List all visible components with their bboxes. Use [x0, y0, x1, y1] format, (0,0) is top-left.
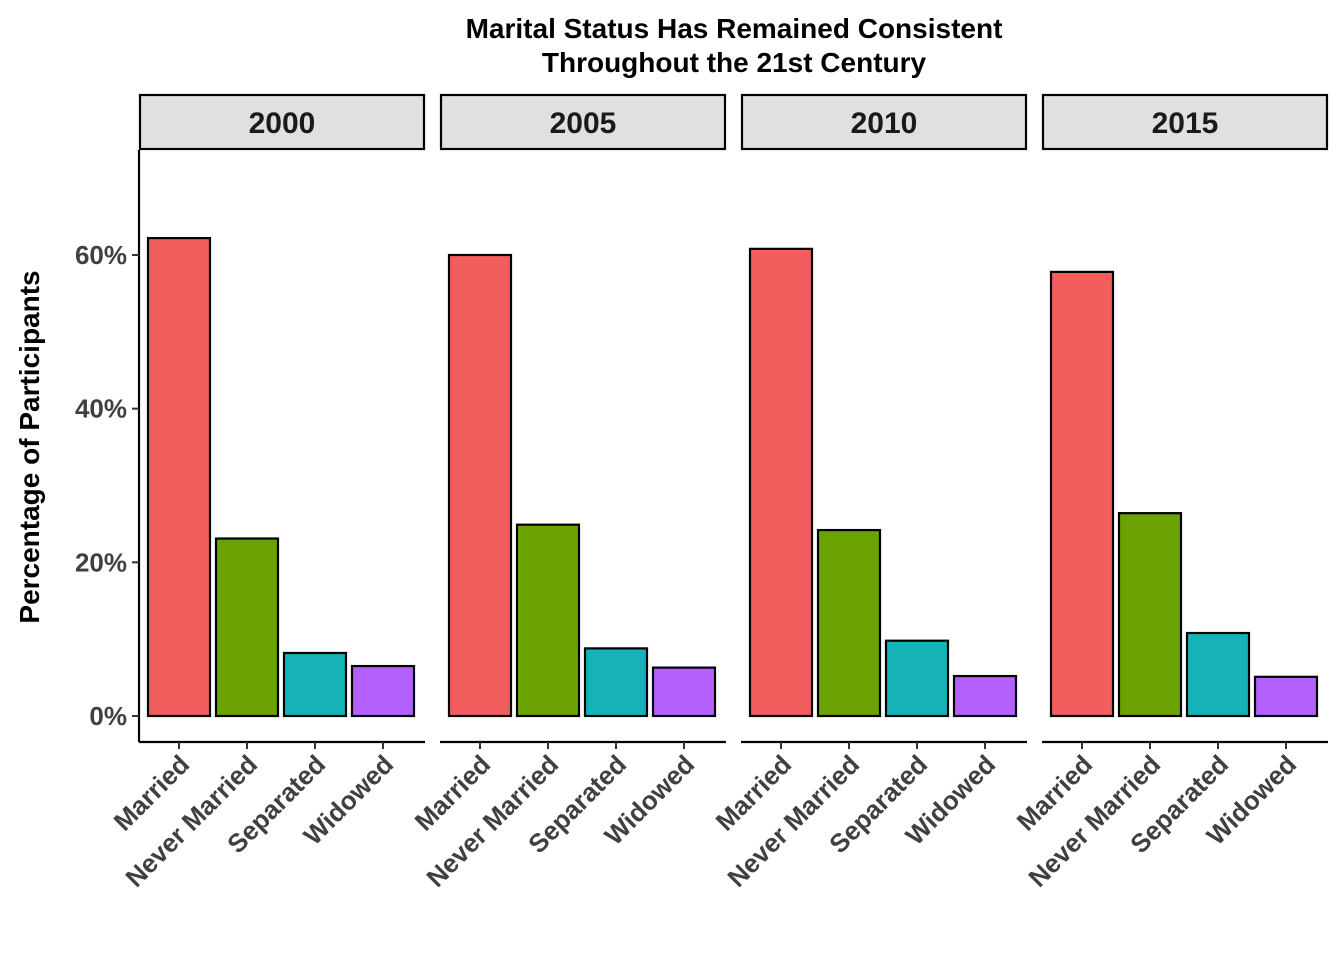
y-tick-label: 0% [89, 701, 127, 731]
facet-strip [740, 93, 1028, 151]
chart-title: Marital Status Has Remained Consistent T… [466, 13, 1003, 78]
bar-separated [282, 651, 348, 718]
bar-married [748, 247, 814, 718]
bar-widowed [1253, 675, 1319, 718]
facet-strip [439, 93, 727, 151]
y-tick-label: 40% [75, 394, 127, 424]
bar-widowed [952, 674, 1018, 718]
y-tick-label: 20% [75, 547, 127, 577]
bar-widowed [651, 666, 717, 718]
y-axis-title: Percentage of Participants [14, 270, 45, 623]
y-axis: 0% 20% 40% 60% [75, 150, 141, 742]
chart-title-line-1: Marital Status Has Remained Consistent [466, 13, 1003, 44]
bar-married [146, 236, 212, 718]
chart-title-line-2: Throughout the 21st Century [542, 47, 927, 78]
bar-never-married [515, 523, 581, 718]
facet-strip-label: 2005 [550, 107, 617, 140]
bar-separated [1185, 631, 1251, 718]
bar-never-married [214, 537, 280, 718]
facet-strip [138, 93, 426, 151]
bar-never-married [816, 528, 882, 718]
bar-married [1049, 270, 1115, 718]
bar-married [447, 253, 513, 718]
facet-strip [1041, 93, 1329, 151]
bar-separated [583, 647, 649, 718]
facet-strip-label: 2000 [249, 107, 316, 140]
bar-never-married [1117, 512, 1183, 718]
bar-widowed [350, 664, 416, 718]
facet-strip-label: 2015 [1152, 107, 1219, 140]
facet-strip-label: 2010 [851, 107, 918, 140]
bar-separated [884, 639, 950, 718]
y-tick-label: 60% [75, 240, 127, 270]
